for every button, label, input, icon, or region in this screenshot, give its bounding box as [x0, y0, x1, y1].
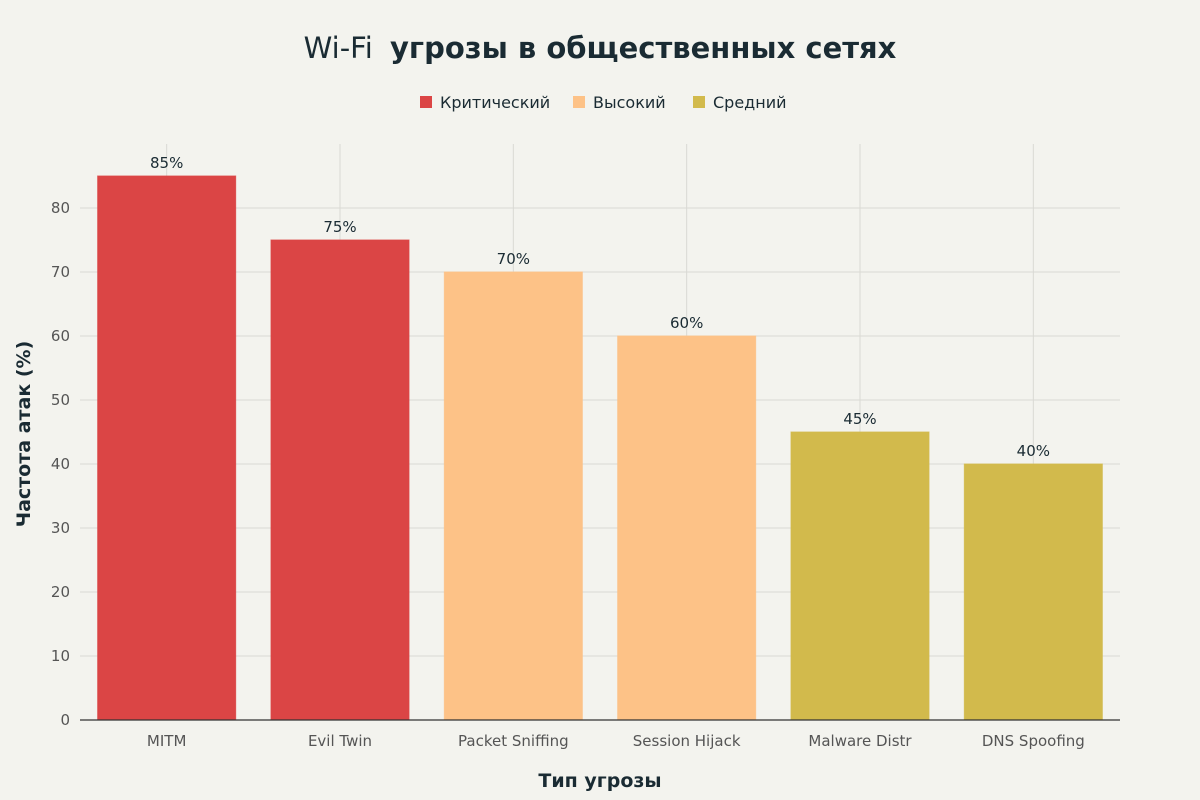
y-tick-label: 50 — [51, 391, 70, 409]
y-tick-label: 70 — [51, 263, 70, 281]
x-tick-labels: MITM Evil Twin Packet Sniffing Session Hija… — [147, 732, 1085, 750]
bar-malware-distr — [790, 431, 930, 721]
y-tick-label: 80 — [51, 199, 70, 217]
bar-value-label: 85% — [150, 154, 183, 172]
bar-packet-sniffing — [443, 271, 583, 721]
bar-value-label: 45% — [843, 410, 876, 428]
x-tick-label: Malware Distr — [808, 732, 912, 750]
bars — [97, 175, 1103, 721]
legend-swatch-critical — [420, 96, 432, 108]
bar-mitm — [97, 175, 237, 721]
value-labels: 85% 75% 70% 60% 45% 40% — [150, 154, 1050, 460]
x-tick-label: Session Hijack — [633, 732, 741, 750]
bar-dns-spoofing — [963, 463, 1103, 721]
legend: Критический Высокий Средний — [420, 93, 787, 112]
bar-value-label: 40% — [1017, 442, 1050, 460]
y-tick-labels: 0 10 20 30 40 50 60 70 80 — [51, 199, 70, 729]
bar-value-label: 70% — [497, 250, 530, 268]
legend-swatch-medium — [693, 96, 705, 108]
y-tick-label: 30 — [51, 519, 70, 537]
bar-value-label: 60% — [670, 314, 703, 332]
legend-swatch-high — [573, 96, 585, 108]
chart-title: Wi-Fi угрозы в общественных сетях — [304, 31, 897, 65]
chart-title-main: угрозы в общественных сетях — [390, 31, 897, 65]
legend-label-high: Высокий — [593, 93, 666, 112]
x-tick-label: MITM — [147, 732, 186, 750]
x-tick-label: DNS Spoofing — [982, 732, 1085, 750]
y-axis-label: Частота атак (%) — [13, 341, 35, 528]
bar-value-label: 75% — [323, 218, 356, 236]
y-tick-label: 20 — [51, 583, 70, 601]
chart-title-prefix: Wi-Fi — [304, 31, 373, 65]
bar-session-hijack — [617, 335, 757, 721]
x-tick-label: Evil Twin — [308, 732, 372, 750]
x-tick-label: Packet Sniffing — [458, 732, 569, 750]
y-tick-label: 0 — [60, 711, 70, 729]
legend-label-medium: Средний — [713, 93, 787, 112]
y-tick-label: 40 — [51, 455, 70, 473]
bar-evil-twin — [270, 239, 410, 721]
y-tick-label: 60 — [51, 327, 70, 345]
y-tick-label: 10 — [51, 647, 70, 665]
legend-label-critical: Критический — [440, 93, 550, 112]
x-axis-label: Тип угрозы — [538, 770, 661, 792]
